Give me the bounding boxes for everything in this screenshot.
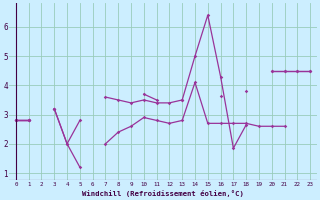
- X-axis label: Windchill (Refroidissement éolien,°C): Windchill (Refroidissement éolien,°C): [82, 190, 244, 197]
